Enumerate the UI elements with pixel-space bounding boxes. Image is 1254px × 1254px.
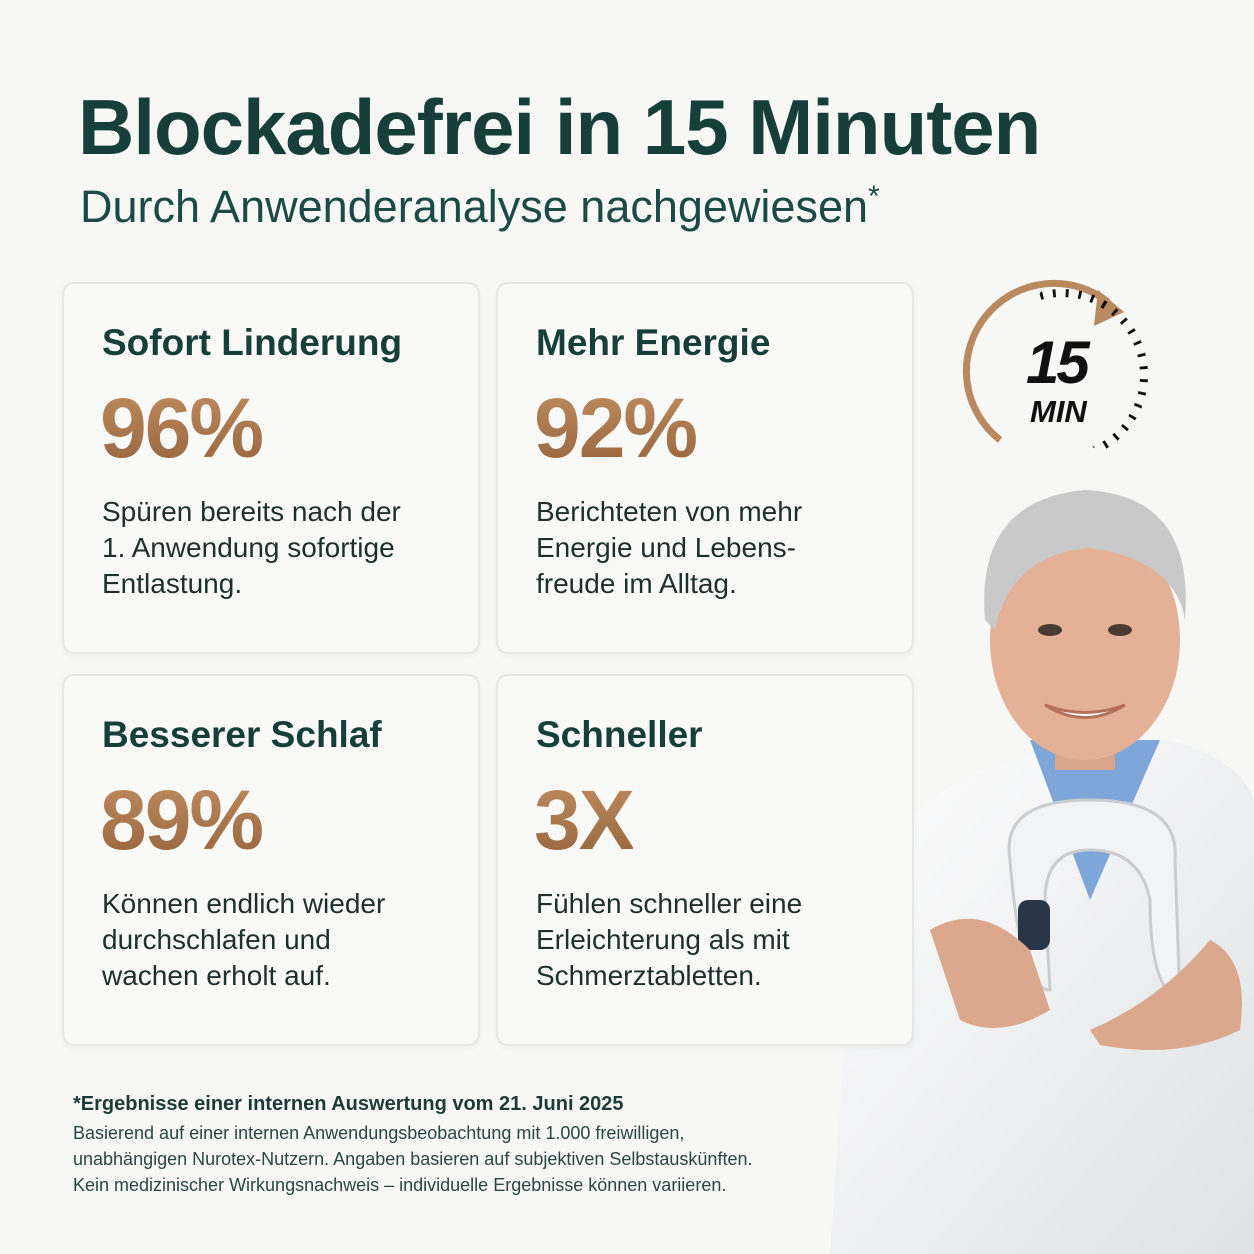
card-line: durchschlafen und xyxy=(102,924,331,955)
footnote-line: unabhängigen Nurotex-Nutzern. Angaben ba… xyxy=(73,1149,753,1169)
card-title: Schneller xyxy=(536,714,703,755)
footnote: Basierend auf einer internen Anwendungsb… xyxy=(73,1120,752,1198)
card-line: Schmerztabletten. xyxy=(536,960,762,991)
hair xyxy=(984,490,1186,630)
card-line: Spüren bereits nach der xyxy=(102,496,401,527)
card-stat: 96% xyxy=(100,381,264,475)
card-line: Fühlen schneller eine xyxy=(536,888,803,919)
card-text: Berichteten von mehr Energie und Lebens-f… xyxy=(536,494,802,602)
timer-arc xyxy=(962,279,1111,443)
card-line: Berichteten von mehr xyxy=(536,496,803,527)
card-line: Erleichterung als mit xyxy=(536,924,790,955)
subtitle-mark: * xyxy=(868,180,880,213)
card-text: Fühlen schneller eine Erleichterung als m… xyxy=(536,886,802,994)
face xyxy=(990,520,1180,760)
timer-unit: MIN xyxy=(1030,394,1087,429)
timer-ticks xyxy=(986,289,1148,462)
card-stat: 89% xyxy=(100,773,264,867)
card-text: Spüren bereits nach der 1. Anwendung sofo… xyxy=(102,494,401,602)
eye xyxy=(1108,624,1132,636)
timer-number: 15 xyxy=(1026,329,1090,396)
footnote-heading: *Ergebnisse einer internen Auswertung vo… xyxy=(73,1093,624,1115)
card-title: Besserer Schlaf xyxy=(102,714,382,755)
card-line: Können endlich wieder xyxy=(102,888,386,919)
card-line: 1. Anwendung sofortige xyxy=(102,532,395,563)
smile xyxy=(1044,703,1126,719)
title: Blockadefrei in 15 Minuten xyxy=(78,83,1041,171)
subtitle: Durch Anwenderanalyse nachgewiesen* xyxy=(80,180,880,233)
subtitle-text: Durch Anwenderanalyse nachgewiesen xyxy=(80,181,869,232)
stat-card: Sofort Linderung 96% Spüren bereits nach d… xyxy=(62,282,480,654)
card-line: Energie und Lebens- xyxy=(536,532,796,563)
footnote-line: Basierend auf einer internen Anwendungsb… xyxy=(73,1123,685,1143)
card-line: wachen erholt auf. xyxy=(102,960,331,991)
card-title: Sofort Linderung xyxy=(102,322,403,363)
card-line: Entlastung. xyxy=(102,568,243,599)
card-stat: 3X xyxy=(534,773,635,867)
eye xyxy=(1038,624,1062,636)
timer-arrow xyxy=(1094,290,1124,326)
card-stat: 92% xyxy=(534,381,698,475)
hand xyxy=(930,918,1050,1028)
card-text: Können endlich wieder durchschlafen und wa… xyxy=(102,886,385,994)
stat-card: Mehr Energie 92% Berichteten von mehr Energ… xyxy=(496,282,914,654)
device-screen xyxy=(1018,900,1050,950)
stat-card: Besserer Schlaf 89% Können endlich wieder d… xyxy=(62,674,480,1046)
card-title: Mehr Energie xyxy=(536,322,771,363)
stat-card: Schneller 3X Fühlen schneller eine Erleicht… xyxy=(496,674,914,1046)
hand xyxy=(1090,940,1242,1050)
card-line: freude im Alltag. xyxy=(536,568,737,599)
device xyxy=(1007,798,1182,1003)
footnote-line: Kein medizinischer Wirkungsnachweis – in… xyxy=(73,1175,727,1195)
